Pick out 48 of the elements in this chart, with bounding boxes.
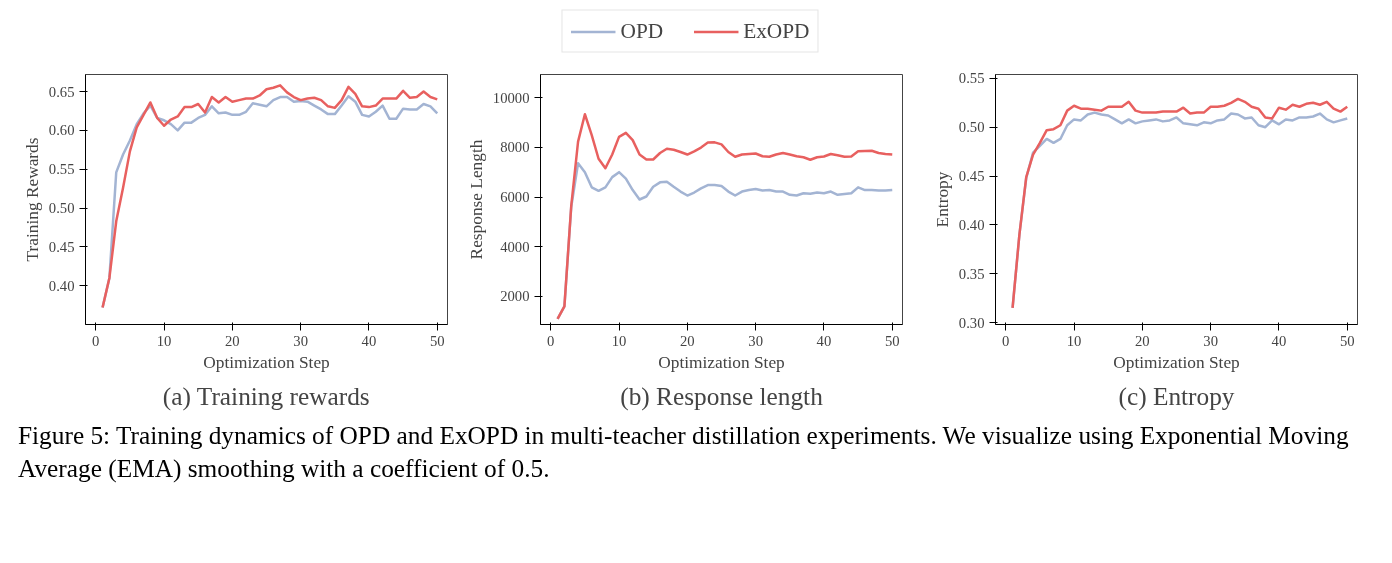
y-axis-title: Entropy — [932, 171, 952, 228]
y-tick-label: 0.65 — [48, 83, 75, 100]
y-axis-title: Training Rewards — [22, 137, 42, 262]
y-tick-label: 0.35 — [958, 265, 985, 282]
y-tick-label: 0.55 — [958, 70, 985, 87]
y-tick-label: 0.45 — [48, 238, 75, 255]
y-axis-title: Response Length — [466, 139, 486, 260]
x-tick-label: 0 — [92, 332, 100, 349]
x-tick-label: 50 — [429, 332, 445, 349]
caption: Figure 5: Training dynamics of OPD and ExOPD in multi-teacher distillation experiments. We visualize using Exponential Moving Average (EMA) smoothing with a coefficient of 0.5. — [18, 420, 1350, 485]
y-tick-label: 0.30 — [958, 314, 985, 331]
text: (a) Training rewards — [162, 381, 370, 411]
y-tick-label: 0.45 — [958, 168, 985, 185]
x-tick-label: 40 — [361, 332, 377, 349]
y-tick-label: 4000 — [500, 238, 530, 255]
x-tick-label: 10 — [156, 332, 172, 349]
x-tick-label: 0 — [547, 332, 555, 349]
y-tick-label: 0.50 — [48, 200, 75, 217]
x-tick-label: 20 — [225, 332, 240, 349]
x-tick-label: 10 — [1066, 332, 1082, 349]
line-series — [556, 113, 894, 321]
x-tick-label: 50 — [1339, 332, 1355, 349]
x-tick-label: 30 — [748, 332, 763, 349]
y-tick-label: 0.60 — [48, 122, 75, 139]
x-tick-label: 40 — [1271, 332, 1287, 349]
x-axis-title: Optimization Step — [658, 352, 785, 372]
x-tick-label: 20 — [680, 332, 695, 349]
y-tick-label: 0.40 — [48, 277, 75, 294]
x-tick-label: 30 — [1203, 332, 1218, 349]
y-tick-label: 0.55 — [48, 161, 75, 178]
legend-label: OPD — [620, 18, 664, 44]
y-tick-label: 2000 — [500, 288, 530, 305]
x-tick-label: 10 — [611, 332, 627, 349]
x-axis-title: Optimization Step — [1113, 352, 1240, 372]
text: (c) Entropy — [1118, 381, 1235, 411]
x-tick-label: 50 — [884, 332, 900, 349]
legend-label: ExOPD — [743, 18, 810, 44]
text: (b) Response length — [620, 381, 824, 411]
x-tick-label: 0 — [1002, 332, 1010, 349]
y-tick-label: 10000 — [492, 89, 530, 106]
x-tick-label: 20 — [1135, 332, 1150, 349]
y-tick-label: 0.50 — [958, 119, 985, 136]
x-tick-label: 40 — [816, 332, 832, 349]
x-axis-title: Optimization Step — [203, 352, 330, 372]
y-tick-label: 0.40 — [958, 216, 985, 233]
x-tick-label: 30 — [293, 332, 308, 349]
y-tick-label: 6000 — [500, 189, 530, 206]
y-tick-label: 8000 — [500, 139, 530, 156]
